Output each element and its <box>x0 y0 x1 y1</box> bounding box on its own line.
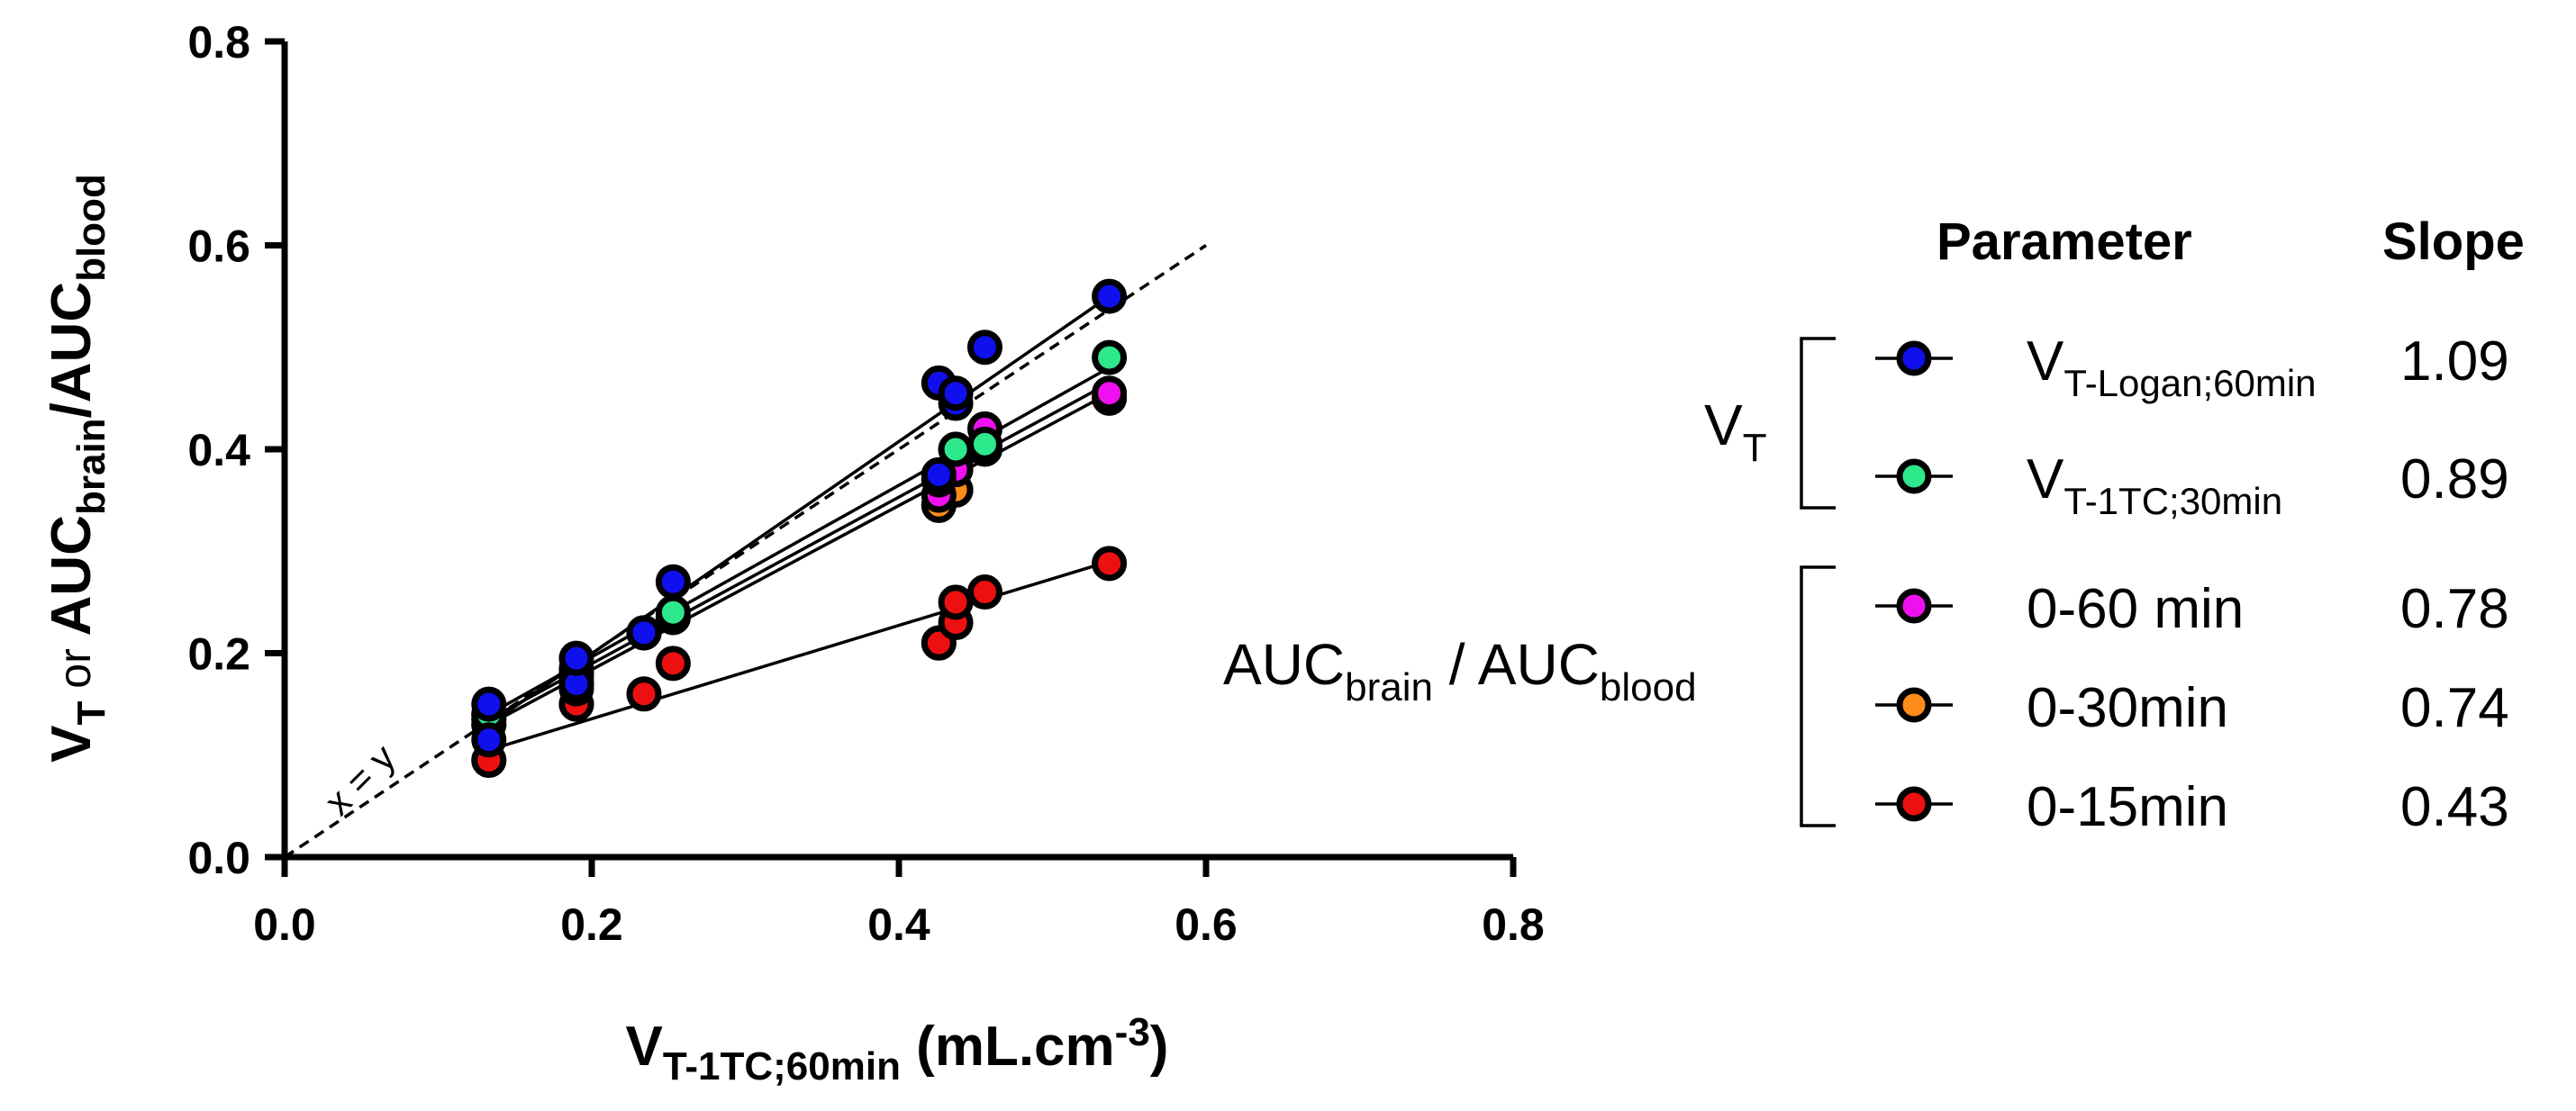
legend-entry-label-main: 0-15min <box>2027 776 2228 838</box>
legend-group-auc-mid: / AUC <box>1433 632 1600 697</box>
y-axis-title-auc: AUC <box>41 515 103 636</box>
data-point <box>471 722 507 758</box>
x-axis-title-main: V <box>626 1016 663 1078</box>
legend-entry-slope: 0.74 <box>2400 677 2509 739</box>
data-point <box>655 646 691 682</box>
legend-entry-label: 0-15min <box>2027 776 2228 838</box>
y-tick-label: 0.4 <box>187 425 250 475</box>
data-point <box>966 574 1002 610</box>
y-axis-title-auc-sub: brain <box>69 418 113 515</box>
legend-bracket-auc <box>1800 565 1836 827</box>
identity-line-label: x = y <box>316 736 404 824</box>
legend-entry-label: 0-30min <box>2027 677 2228 739</box>
data-point <box>938 375 974 411</box>
legend-entry-label: 0-60 min <box>2027 578 2244 640</box>
legend-group-auc: AUCbrain / AUCblood <box>1223 632 1697 709</box>
legend-bracket-vt <box>1800 337 1836 510</box>
data-point <box>1092 375 1128 411</box>
legend-entry-slope: 0.89 <box>2400 448 2509 510</box>
data-point <box>471 686 507 722</box>
legend-entry-label-main: V <box>2027 330 2064 393</box>
legend-entry: 0-60 min 0.78 <box>1875 578 2509 640</box>
data-points <box>471 278 1128 778</box>
data-point <box>655 594 691 630</box>
data-point <box>626 676 662 712</box>
legend-header-slope: Slope <box>2382 212 2525 271</box>
legend-entry-label: VT-1TC;30min <box>2027 448 2282 522</box>
x-tick-label: 0.8 <box>1482 899 1545 950</box>
legend-entry-label-main: 0-60 min <box>2027 578 2244 640</box>
x-tick-label: 0.4 <box>867 899 930 950</box>
y-tick-label: 0.0 <box>187 833 250 883</box>
y-axis-title-or: or <box>50 636 100 700</box>
data-point <box>626 615 662 651</box>
x-tick-label: 0.6 <box>1175 899 1238 950</box>
data-point <box>938 584 974 620</box>
x-axis-title-sub: T-1TC;60min <box>663 1044 901 1088</box>
y-axis-title-slash: /AUC <box>41 282 103 419</box>
legend-entry-label-main: V <box>2027 448 2064 510</box>
x-tick-label: 0.2 <box>560 899 623 950</box>
y-axis-title-v-sub: T <box>69 700 113 725</box>
legend-entry: VT-Logan;60min 1.09 <box>1875 330 2509 404</box>
data-point <box>966 330 1002 366</box>
x-tick-label: 0.0 <box>253 899 316 950</box>
legend-marker <box>1896 687 1932 723</box>
data-point <box>1092 546 1128 582</box>
legend-group-vt-sub: T <box>1743 426 1767 470</box>
legend-group-auc-b-sub: blood <box>1600 665 1697 709</box>
y-tick-label: 0.2 <box>187 629 250 680</box>
legend-marker <box>1896 786 1932 822</box>
y-tick-label: 0.6 <box>187 221 250 272</box>
legend-entry-label: VT-Logan;60min <box>2027 330 2317 404</box>
x-axis-title-unit-sup: -3 <box>1115 1010 1150 1054</box>
legend-entry: 0-15min 0.43 <box>1875 776 2509 838</box>
legend: Parameter Slope VT AUCbrain / AUCblood V… <box>1223 212 2525 838</box>
data-point <box>558 640 594 676</box>
x-axis-title: VT-1TC;60min (mL.cm-3) <box>626 1010 1169 1088</box>
legend-entry: VT-1TC;30min 0.89 <box>1875 448 2509 522</box>
x-axis-title-unit: (mL.cm <box>901 1016 1115 1078</box>
data-point <box>966 426 1002 462</box>
legend-entry: 0-30min 0.74 <box>1875 677 2509 739</box>
legend-entry-label-sub: T-1TC;30min <box>2064 480 2282 522</box>
x-axis-title-unit-close: ) <box>1150 1016 1169 1078</box>
legend-entry-label-main: 0-30min <box>2027 677 2228 739</box>
legend-entry-slope: 0.43 <box>2400 776 2509 838</box>
fit-line-4 <box>488 559 1111 752</box>
data-point <box>1092 339 1128 375</box>
legend-marker <box>1896 458 1932 494</box>
y-axis-title-v: V <box>41 725 103 762</box>
legend-group-vt: VT <box>1704 393 1767 470</box>
plot-area: x = y 0.0 0.2 0.4 0.6 0.8 0.0 0.2 0.4 0.6 0.8 <box>187 17 1544 950</box>
legend-group-auc-a: AUC <box>1223 632 1345 697</box>
axis-ticks: 0.0 0.2 0.4 0.6 0.8 0.0 0.2 0.4 0.6 0.8 <box>187 17 1544 950</box>
data-point <box>921 456 957 492</box>
identity-line <box>284 244 1207 859</box>
y-axis-title: VT or AUCbrain/AUCblood <box>41 174 113 763</box>
legend-group-vt-main: V <box>1704 393 1743 457</box>
legend-entry-slope: 1.09 <box>2400 330 2509 393</box>
data-point <box>1092 278 1128 314</box>
y-axis-title-auc2-sub: blood <box>69 174 113 282</box>
data-point <box>655 564 691 600</box>
legend-header-parameter: Parameter <box>1937 212 2192 271</box>
legend-entry-label-sub: T-Logan;60min <box>2064 362 2316 404</box>
legend-group-auc-a-sub: brain <box>1345 665 1433 709</box>
legend-marker <box>1896 588 1932 624</box>
y-tick-label: 0.8 <box>187 17 250 68</box>
legend-entry-slope: 0.78 <box>2400 578 2509 640</box>
legend-marker <box>1896 340 1932 376</box>
